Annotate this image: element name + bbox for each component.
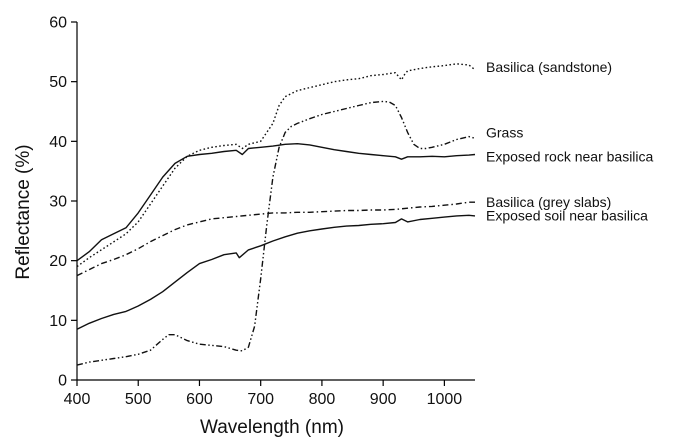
- series-group: [76, 63, 476, 366]
- y-tick-label: 10: [49, 313, 67, 330]
- x-tick-label: 900: [370, 391, 397, 408]
- y-tick-label: 60: [49, 15, 67, 32]
- x-tick-label: 400: [64, 391, 91, 408]
- y-tick-label: 30: [49, 194, 67, 211]
- x-tick-label: 800: [309, 391, 336, 408]
- x-axis: 400 500 600 700 800 900 1000: [64, 379, 475, 408]
- x-axis-title: Wavelength (nm): [200, 417, 344, 438]
- x-tick-label: 700: [247, 391, 274, 408]
- series-label: Basilica (grey slabs): [486, 194, 611, 210]
- series-label: Exposed soil near basilica: [486, 207, 648, 223]
- y-axis-title: Reflectance (%): [13, 144, 34, 279]
- series-line-1: [76, 100, 476, 366]
- x-tick-label: 500: [125, 391, 152, 408]
- series-label: Exposed rock near basilica: [486, 148, 654, 164]
- series-label: Basilica (sandstone): [486, 59, 612, 75]
- y-tick-label: 20: [49, 253, 67, 270]
- y-axis: 0 10 20 30 40 50 60: [49, 15, 78, 390]
- series-line-4: [76, 214, 476, 330]
- y-tick-label: 50: [49, 74, 67, 91]
- y-tick-label: 0: [58, 373, 67, 390]
- series-line-2: [76, 143, 476, 262]
- series-line-0: [76, 63, 476, 268]
- x-tick-label: 1000: [427, 391, 463, 408]
- y-tick-label: 40: [49, 134, 67, 151]
- x-tick-label: 600: [186, 391, 213, 408]
- series-label: Grass: [486, 124, 523, 140]
- series-line-3: [76, 201, 475, 277]
- legend: Basilica (sandstone) Grass Exposed rock ne…: [486, 59, 654, 224]
